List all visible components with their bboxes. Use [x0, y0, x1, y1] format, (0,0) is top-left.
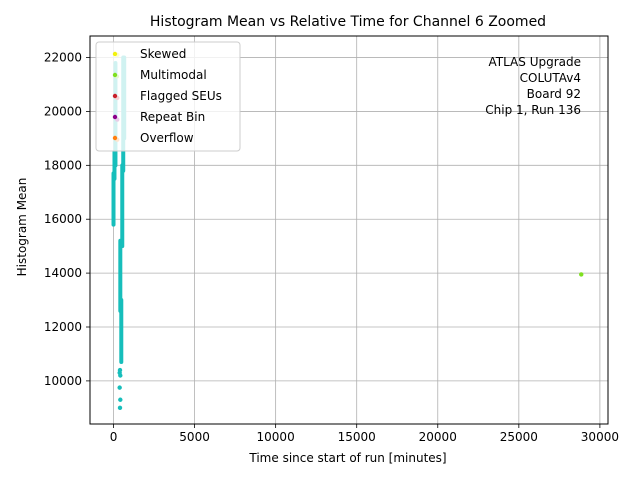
x-tick-label: 10000 — [257, 430, 295, 444]
data-point — [579, 272, 584, 277]
x-tick-label: 5000 — [179, 430, 210, 444]
data-point — [117, 405, 123, 411]
annotation-line: Board 92 — [527, 87, 581, 101]
chart-title: Histogram Mean vs Relative Time for Chan… — [150, 14, 546, 30]
annotation-box: ATLAS Upgrade COLUTAv4 Board 92 Chip 1, Run… — [485, 55, 581, 117]
data-point — [118, 397, 123, 402]
legend-label: Flagged SEUs — [140, 89, 222, 103]
data-point — [117, 385, 122, 390]
y-tick-label: 20000 — [44, 104, 82, 118]
y-tick-label: 12000 — [44, 320, 82, 334]
plot-frame — [89, 35, 609, 425]
legend-label: Repeat Bin — [140, 110, 205, 124]
y-axis-label: Histogram Mean — [15, 178, 29, 277]
y-tick-label: 14000 — [44, 266, 82, 280]
x-tick-label: 30000 — [581, 430, 619, 444]
legend-marker — [112, 51, 118, 57]
x-axis-ticks: 0 5000 10000 15000 20000 25000 30000 — [110, 424, 619, 444]
legend-marker — [112, 114, 118, 120]
legend-label: Multimodal — [140, 68, 207, 82]
x-axis-label: Time since start of run [minutes] — [248, 451, 446, 465]
y-tick-label: 18000 — [44, 158, 82, 172]
x-tick-label: 0 — [110, 430, 118, 444]
annotation-line: ATLAS Upgrade — [488, 55, 581, 69]
legend-box — [95, 41, 241, 152]
legend-marker — [112, 72, 118, 78]
x-tick-label: 15000 — [338, 430, 376, 444]
data-point — [118, 373, 123, 378]
legend-marker — [112, 135, 118, 141]
x-tick-label: 25000 — [500, 430, 538, 444]
grid-lines — [90, 36, 608, 424]
y-tick-label: 10000 — [44, 374, 82, 388]
legend: Skewed Multimodal Flagged SEUs Repeat Bin Ov… — [95, 41, 241, 152]
annotation-line: Chip 1, Run 136 — [485, 103, 581, 117]
x-tick-label: 20000 — [419, 430, 457, 444]
y-tick-label: 16000 — [44, 212, 82, 226]
y-axis-ticks: 10000 12000 14000 16000 18000 20000 22000 — [44, 51, 90, 388]
annotation-line: COLUTAv4 — [520, 71, 581, 85]
data-point — [117, 367, 123, 373]
y-tick-label: 22000 — [44, 51, 82, 65]
legend-marker — [112, 93, 118, 99]
legend-label: Skewed — [140, 47, 186, 61]
legend-label: Overflow — [140, 131, 194, 145]
